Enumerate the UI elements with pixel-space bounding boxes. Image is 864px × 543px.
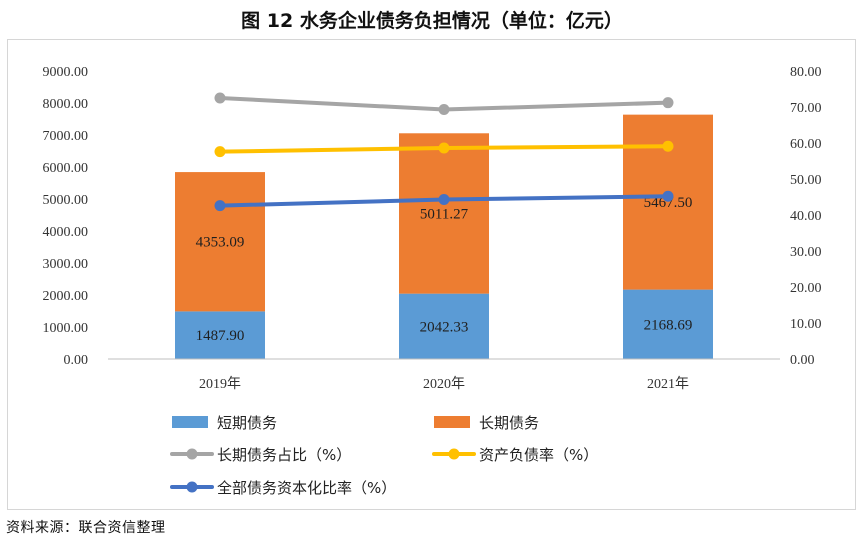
x-axis-category-label: 2020年 — [423, 376, 465, 392]
left-axis-tick-label: 7000.00 — [43, 129, 89, 144]
legend-long-term-debt-swatch — [434, 416, 470, 428]
left-axis-tick-label: 3000.00 — [43, 257, 89, 272]
legend-short-term-debt-label: 短期债务 — [217, 414, 277, 432]
legend-long-term-debt-label: 长期债务 — [479, 414, 539, 432]
total-debt-capitalization-ratio-point — [438, 194, 450, 206]
total-debt-capitalization-ratio-point — [662, 190, 674, 202]
right-axis: 0.00 10.00 20.00 30.00 40.00 50.00 60.00 70.00 8… — [790, 65, 822, 368]
long-term-debt-value-label: 4353.09 — [196, 235, 245, 251]
left-axis: 0.00 1000.00 2000.00 3000.00 4000.00 5000.00 6… — [43, 65, 89, 368]
long-term-debt-ratio-point — [662, 97, 674, 109]
long-term-debt-ratio-point — [438, 104, 450, 116]
x-axis: 2019年 2020年 2021年 — [108, 358, 780, 392]
asset-liability-ratio-point — [438, 142, 450, 154]
long-term-debt-bar — [175, 172, 265, 312]
long-term-debt-bar — [399, 133, 489, 294]
right-axis-tick-label: 30.00 — [790, 245, 822, 260]
line-series — [214, 92, 674, 212]
short-term-debt-bar — [399, 293, 489, 359]
right-axis-tick-label: 40.00 — [790, 209, 822, 224]
short-term-debt-bar — [175, 311, 265, 359]
chart-frame — [7, 39, 856, 510]
short-term-debt-bar — [623, 289, 713, 359]
right-axis-tick-label: 70.00 — [790, 101, 822, 116]
source-note: 资料来源：联合资信整理 — [6, 520, 166, 536]
legend-total-debt-capitalization-ratio-marker — [186, 481, 198, 493]
left-axis-tick-label: 1000.00 — [43, 321, 89, 336]
legend-long-term-debt-ratio-label: 长期债务占比（%） — [217, 446, 351, 464]
long-term-debt-ratio-point — [214, 92, 226, 104]
right-axis-tick-label: 0.00 — [790, 353, 815, 368]
left-axis-tick-label: 5000.00 — [43, 193, 89, 208]
chart-title: 图 12 水务企业债务负担情况（单位：亿元） — [241, 10, 623, 32]
long-term-debt-value-label: 5467.50 — [644, 195, 693, 211]
x-axis-category-label: 2021年 — [647, 376, 689, 392]
legend-asset-liability-ratio-marker — [448, 448, 460, 460]
left-axis-tick-label: 2000.00 — [43, 289, 89, 304]
legend-short-term-debt-swatch — [172, 416, 208, 428]
total-debt-capitalization-ratio-point — [214, 200, 226, 212]
right-axis-tick-label: 20.00 — [790, 281, 822, 296]
short-term-debt-value-label: 1487.90 — [196, 328, 245, 344]
bar-series: 1487.90 4353.09 2042.33 5011.27 2168.69 5467.… — [175, 114, 713, 359]
asset-liability-ratio-point — [214, 146, 226, 158]
right-axis-tick-label: 60.00 — [790, 137, 822, 152]
left-axis-tick-label: 9000.00 — [43, 65, 89, 80]
right-axis-tick-label: 10.00 — [790, 317, 822, 332]
legend-total-debt-capitalization-ratio-label: 全部债务资本化比率（%） — [217, 479, 396, 497]
legend-long-term-debt-ratio-marker — [186, 448, 198, 460]
left-axis-tick-label: 0.00 — [64, 353, 89, 368]
right-axis-tick-label: 80.00 — [790, 65, 822, 80]
short-term-debt-value-label: 2042.33 — [420, 319, 469, 335]
right-axis-tick-label: 50.00 — [790, 173, 822, 188]
left-axis-tick-label: 8000.00 — [43, 97, 89, 112]
asset-liability-ratio-point — [662, 140, 674, 152]
legend-asset-liability-ratio-label: 资产负债率（%） — [479, 446, 598, 464]
x-axis-category-label: 2019年 — [199, 376, 241, 392]
left-axis-tick-label: 4000.00 — [43, 225, 89, 240]
left-axis-tick-label: 6000.00 — [43, 161, 89, 176]
long-term-debt-value-label: 5011.27 — [420, 206, 469, 222]
short-term-debt-value-label: 2168.69 — [644, 317, 693, 333]
